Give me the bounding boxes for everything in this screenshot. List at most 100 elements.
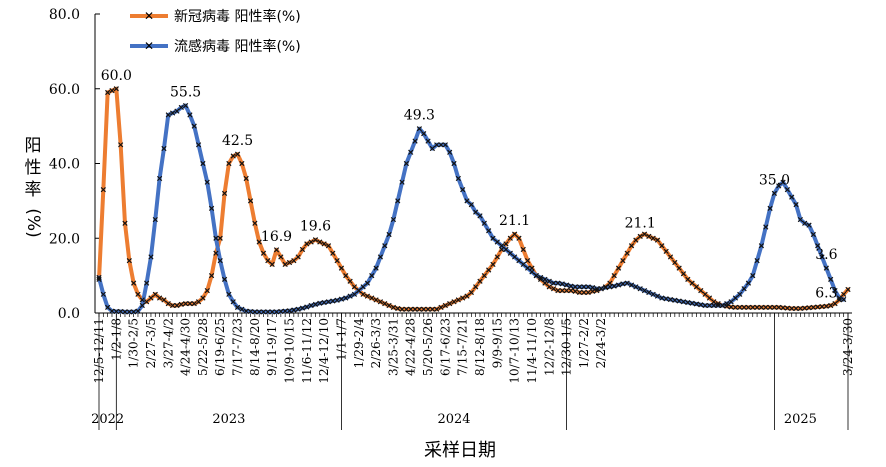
data-point-covid: [745, 304, 752, 311]
data-point-flu: [550, 280, 557, 286]
legend: ✕ 新冠病毒 阳性率(%) ✕ 流感病毒 阳性率(%): [130, 8, 301, 55]
data-point-flu: [416, 126, 423, 132]
data-point-covid: [693, 284, 700, 290]
data-point-covid: [633, 237, 639, 243]
data-point-flu: [494, 239, 500, 245]
data-point-flu: [737, 291, 743, 297]
data-point-covid: [468, 289, 474, 296]
x-tick-labels: 12/5-12/11 1/2-1/8 1/30-2/5 2/27-3/5 3/27-4/…: [92, 313, 855, 384]
data-point-flu: [512, 254, 518, 260]
data-point-flu: [490, 235, 496, 241]
year-label: 2022: [91, 412, 124, 427]
data-label: 42.5: [222, 133, 253, 149]
data-point-flu: [109, 308, 115, 314]
data-point-covid: [641, 231, 648, 237]
data-point-covid: [737, 304, 743, 311]
data-point-covid: [537, 276, 544, 282]
data-label: 49.3: [404, 108, 435, 124]
data-point-covid: [148, 295, 154, 301]
data-point-covid: [195, 299, 202, 305]
data-point-covid: [295, 254, 301, 260]
data-point-flu: [819, 254, 825, 260]
data-point-flu: [594, 286, 600, 292]
data-point-covid: [269, 261, 275, 268]
data-point-covid: [676, 265, 682, 271]
data-point-flu: [105, 304, 111, 311]
data-point-covid: [806, 305, 812, 311]
data-point-covid: [403, 306, 410, 312]
data-point-covid: [810, 304, 816, 311]
data-point-flu: [139, 302, 145, 309]
data-point-flu: [633, 284, 639, 290]
data-point-flu: [377, 254, 384, 260]
data-point-covid: [390, 304, 397, 311]
data-point-flu: [208, 205, 215, 211]
data-point-flu: [386, 231, 392, 238]
data-point-flu: [282, 308, 288, 314]
data-label: 6.3: [815, 285, 837, 301]
data-point-covid: [213, 250, 219, 256]
data-point-flu: [113, 308, 119, 315]
x-tick-label: 3/27-4/2: [161, 318, 175, 368]
data-point-flu: [187, 112, 193, 118]
data-point-covid: [343, 273, 349, 279]
data-point-flu: [191, 123, 197, 129]
data-point-flu: [330, 298, 336, 304]
data-point-covid: [304, 241, 310, 247]
data-point-flu: [195, 142, 202, 148]
data-point-covid: [524, 258, 531, 264]
data-point-covid: [308, 239, 314, 245]
y-axis-label-char-2: 性: [25, 158, 42, 178]
data-point-covid: [265, 258, 271, 264]
data-point-flu: [624, 280, 630, 286]
data-point-flu: [295, 306, 301, 312]
data-point-covid: [139, 297, 145, 303]
x-tick-label: 2/26-3/3: [369, 318, 383, 368]
data-point-covid: [460, 295, 466, 301]
data-point-flu: [243, 308, 249, 314]
data-point-flu: [317, 300, 323, 306]
x-tick-label: 10/9-10/15: [282, 318, 296, 384]
data-point-flu: [602, 284, 609, 291]
data-point-covid: [382, 301, 388, 307]
data-point-flu: [524, 265, 531, 271]
year-separators: 2022 2023 2024 2025: [91, 313, 849, 430]
data-point-flu: [685, 299, 691, 306]
data-point-flu: [563, 282, 570, 288]
data-point-flu: [291, 307, 297, 313]
data-point-flu: [797, 216, 804, 223]
data-point-covid: [312, 237, 319, 243]
data-point-flu: [650, 291, 656, 297]
data-point-covid: [169, 302, 176, 309]
data-point-flu: [308, 302, 314, 309]
data-point-covid: [836, 297, 842, 303]
data-point-flu: [429, 145, 435, 152]
data-point-covid: [131, 280, 137, 286]
legend-marker-flu: ✕: [144, 39, 154, 53]
data-point-covid: [550, 286, 557, 292]
y-tick-label: 40.0: [49, 157, 80, 173]
series-lines: [97, 86, 850, 314]
data-point-flu: [221, 276, 228, 282]
data-point-covid: [122, 220, 128, 226]
data-point-covid: [637, 233, 643, 240]
data-point-flu: [273, 309, 280, 315]
data-point-covid: [763, 304, 769, 311]
data-point-flu: [390, 216, 397, 223]
data-point-covid: [226, 160, 232, 167]
data-point-covid: [239, 160, 245, 167]
data-point-flu: [615, 282, 622, 288]
data-point-covid: [178, 301, 184, 308]
data-point-flu: [421, 130, 427, 137]
data-point-covid: [624, 250, 630, 256]
data-point-flu: [226, 291, 232, 297]
data-point-covid: [260, 250, 267, 256]
data-point-flu: [325, 299, 332, 305]
data-point-flu: [542, 276, 548, 282]
data-point-covid: [221, 190, 228, 197]
data-point-flu: [234, 304, 241, 311]
data-point-covid: [330, 250, 336, 256]
data-label: 55.5: [170, 85, 201, 101]
data-point-covid: [667, 254, 674, 260]
data-point-flu: [507, 250, 513, 256]
